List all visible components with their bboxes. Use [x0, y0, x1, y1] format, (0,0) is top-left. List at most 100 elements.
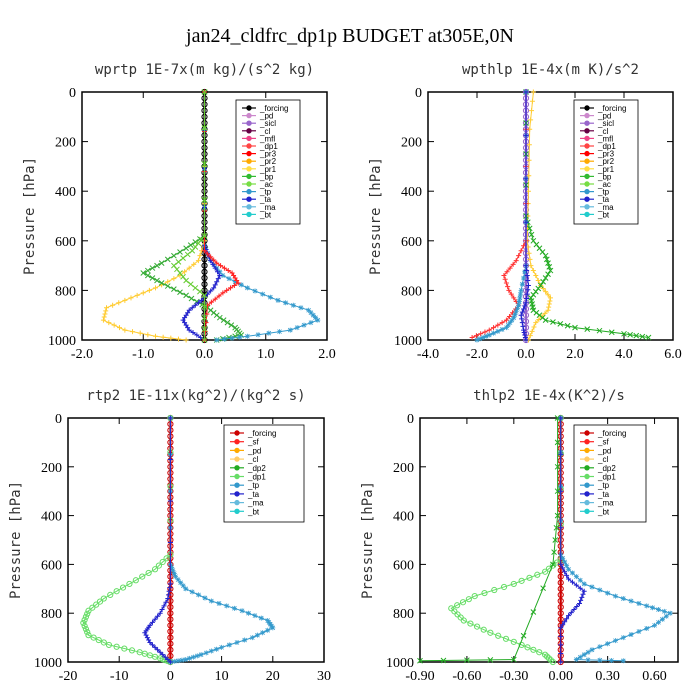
legend-label: _ac: [597, 180, 611, 189]
data-point: [149, 642, 155, 648]
data-point: [122, 297, 128, 303]
legend-item: _mfl: [242, 134, 275, 143]
legend-label: _ma: [597, 499, 614, 508]
legend-label: _dp1: [247, 473, 266, 482]
data-point: [557, 591, 564, 599]
legend-label: _bt: [597, 210, 610, 219]
data-point: [440, 657, 447, 664]
data-point: [542, 317, 549, 324]
data-point: [183, 277, 189, 284]
series-line: [419, 418, 559, 662]
data-point: [655, 619, 661, 625]
legend-item: _pr3: [242, 150, 277, 159]
x-tick-label: 1.0: [257, 347, 275, 362]
x-tick-label: -4.0: [417, 347, 439, 362]
x-tick-label: 0.00: [548, 669, 573, 684]
y-tick-label: 200: [55, 136, 76, 151]
data-point: [573, 582, 579, 588]
legend-swatch-marker: [584, 473, 590, 480]
data-point: [245, 610, 251, 616]
legend-label: _dp1: [597, 473, 616, 482]
legend-label: _ta: [597, 195, 610, 204]
data-point: [483, 333, 489, 339]
x-tick-label: -10: [110, 669, 129, 684]
y-tick-label: 800: [393, 607, 414, 622]
data-point: [153, 333, 158, 339]
legend-swatch-marker: [234, 473, 240, 480]
data-point: [201, 256, 208, 263]
legend-item: _tp: [580, 188, 610, 197]
data-point: [568, 610, 574, 616]
data-point: [520, 632, 527, 639]
data-point: [486, 327, 492, 333]
x-tick-label: -2.0: [466, 347, 488, 362]
data-point: [597, 644, 603, 650]
series-bp: [140, 89, 245, 343]
legend-item: _pd: [230, 446, 261, 455]
data-point: [254, 632, 260, 638]
legend-item: _dp1: [580, 473, 616, 482]
data-point: [557, 616, 564, 623]
legend-swatch-marker: [584, 173, 590, 180]
legend-item: _pr2: [242, 157, 277, 166]
data-point: [197, 288, 203, 295]
data-point: [548, 295, 553, 301]
data-point: [244, 285, 250, 291]
series-tp: [167, 415, 276, 665]
data-point: [103, 308, 109, 314]
data-point: [576, 600, 582, 606]
data-point: [645, 334, 652, 341]
legend-swatch-marker: [234, 491, 240, 497]
data-point: [267, 294, 273, 300]
data-point: [122, 327, 128, 333]
data-point: [529, 328, 535, 334]
legend-label: _ma: [247, 499, 264, 508]
y-tick-label: 200: [401, 136, 422, 151]
y-tick-label: 1000: [386, 656, 414, 671]
legend-item: _bt: [580, 507, 610, 516]
legend-item: _bp: [242, 172, 274, 181]
data-point: [228, 285, 234, 291]
x-tick-label: 4.0: [615, 347, 633, 362]
data-point: [152, 616, 158, 622]
data-point: [229, 335, 235, 341]
legend-label: _pd: [597, 446, 611, 455]
data-point: [208, 254, 214, 260]
data-point: [186, 265, 192, 271]
data-point: [636, 600, 642, 606]
data-point: [171, 286, 177, 293]
series-pr1: [524, 89, 553, 343]
y-tick-label: 1000: [34, 656, 62, 671]
legend-item: _cl: [230, 455, 258, 464]
data-point: [155, 613, 161, 619]
legend-item: _forcing: [242, 104, 288, 113]
legend-swatch-marker: [584, 166, 590, 172]
data-point: [179, 657, 185, 663]
legend-swatch-marker: [584, 499, 590, 506]
legend-label: _dp1: [597, 142, 616, 151]
legend-label: _pr1: [259, 165, 277, 174]
data-point: [283, 300, 289, 306]
data-point: [627, 331, 633, 338]
data-point: [140, 290, 146, 296]
y-tick-label: 1000: [394, 334, 422, 349]
data-point: [525, 287, 531, 293]
legend-swatch-marker: [234, 439, 240, 445]
data-point: [584, 326, 591, 333]
data-point: [633, 332, 640, 339]
data-point: [589, 584, 595, 590]
data-point: [597, 657, 603, 663]
data-point: [228, 322, 235, 328]
data-point: [524, 273, 530, 279]
data-point: [545, 307, 551, 313]
data-point: [310, 312, 316, 318]
data-point: [171, 658, 177, 664]
data-point: [167, 622, 174, 629]
data-point: [140, 270, 147, 276]
legend-label: _sicl: [597, 119, 614, 128]
data-point: [224, 287, 230, 293]
data-point: [557, 585, 564, 592]
data-point: [160, 334, 166, 340]
data-point: [581, 652, 587, 658]
y-tick-label: 0: [415, 86, 422, 101]
